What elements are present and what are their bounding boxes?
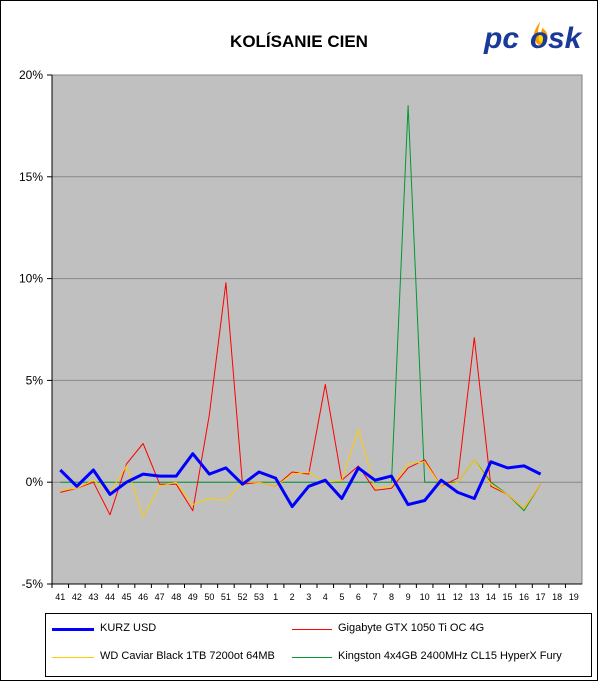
x-tick-label: 1 — [273, 592, 278, 602]
legend-swatch-kingston — [292, 657, 332, 658]
x-tick-label: 52 — [237, 592, 247, 602]
x-tick-label: 45 — [122, 592, 132, 602]
legend: KURZ USD Gigabyte GTX 1050 Ti OC 4G WD C… — [45, 613, 592, 677]
legend-swatch-gigabyte — [292, 629, 332, 630]
legend-label-gigabyte: Gigabyte GTX 1050 Ti OC 4G — [338, 622, 485, 634]
legend-swatch-kurz-usd — [52, 628, 94, 631]
x-tick-label: 9 — [406, 592, 411, 602]
logo-text-o: o — [530, 22, 548, 55]
chart-title: KOLÍSANIE CIEN — [230, 32, 368, 51]
x-tick-label: 41 — [55, 592, 65, 602]
x-tick-label: 19 — [569, 592, 579, 602]
x-tick-label: 3 — [306, 592, 311, 602]
y-tick-label: -5% — [22, 577, 44, 591]
x-tick-label: 42 — [72, 592, 82, 602]
pcsk-logo: pc sk o — [483, 22, 583, 55]
x-tick-label: 2 — [290, 592, 295, 602]
x-tick-label: 12 — [453, 592, 463, 602]
logo-text-pc: pc — [483, 22, 519, 55]
series-line-2 — [60, 428, 542, 518]
y-tick-label: 5% — [26, 373, 44, 387]
logo-text-sk: sk — [548, 22, 583, 55]
x-tick-label: 7 — [372, 592, 377, 602]
x-tick-label: 18 — [552, 592, 562, 602]
y-tick-label: 15% — [19, 170, 43, 184]
x-tick-label: 53 — [254, 592, 264, 602]
x-tick-label: 15 — [502, 592, 512, 602]
x-tick-label: 47 — [155, 592, 165, 602]
y-tick-label: 0% — [26, 475, 44, 489]
x-tick-label: 51 — [221, 592, 231, 602]
x-tick-label: 4 — [323, 592, 328, 602]
legend-label-wd-caviar: WD Caviar Black 1TB 7200ot 64MB — [100, 650, 275, 662]
x-tick-label: 6 — [356, 592, 361, 602]
x-tick-label: 48 — [171, 592, 181, 602]
flame-icon — [533, 22, 548, 45]
axes: 20%15%10%5%0%-5%41 42 43 44 45 46 47 48 49 50 51 52… — [19, 68, 582, 602]
plot-background — [51, 74, 583, 585]
y-tick-label: 20% — [19, 68, 43, 82]
x-tick-label: 5 — [339, 592, 344, 602]
x-tick-label: 10 — [420, 592, 430, 602]
legend-label-kingston: Kingston 4x4GB 2400MHz CL15 HyperX Fury — [338, 650, 562, 662]
legend-swatch-wd-caviar — [52, 657, 94, 658]
x-tick-label: 17 — [536, 592, 546, 602]
x-tick-label: 46 — [138, 592, 148, 602]
x-tick-label: 11 — [437, 592, 446, 602]
x-tick-label: 43 — [88, 592, 98, 602]
y-tick-label: 10% — [19, 272, 43, 286]
x-tick-label: 14 — [486, 592, 496, 602]
x-tick-label: 50 — [204, 592, 214, 602]
x-tick-label: 16 — [519, 592, 529, 602]
x-tick-label: 13 — [469, 592, 479, 602]
series-line-0 — [59, 452, 542, 509]
x-tick-label: 8 — [389, 592, 394, 602]
legend-label-kurz-usd: KURZ USD — [100, 622, 157, 634]
series-lines — [59, 105, 542, 518]
x-tick-label: 44 — [105, 592, 115, 602]
x-tick-label: 49 — [188, 592, 198, 602]
